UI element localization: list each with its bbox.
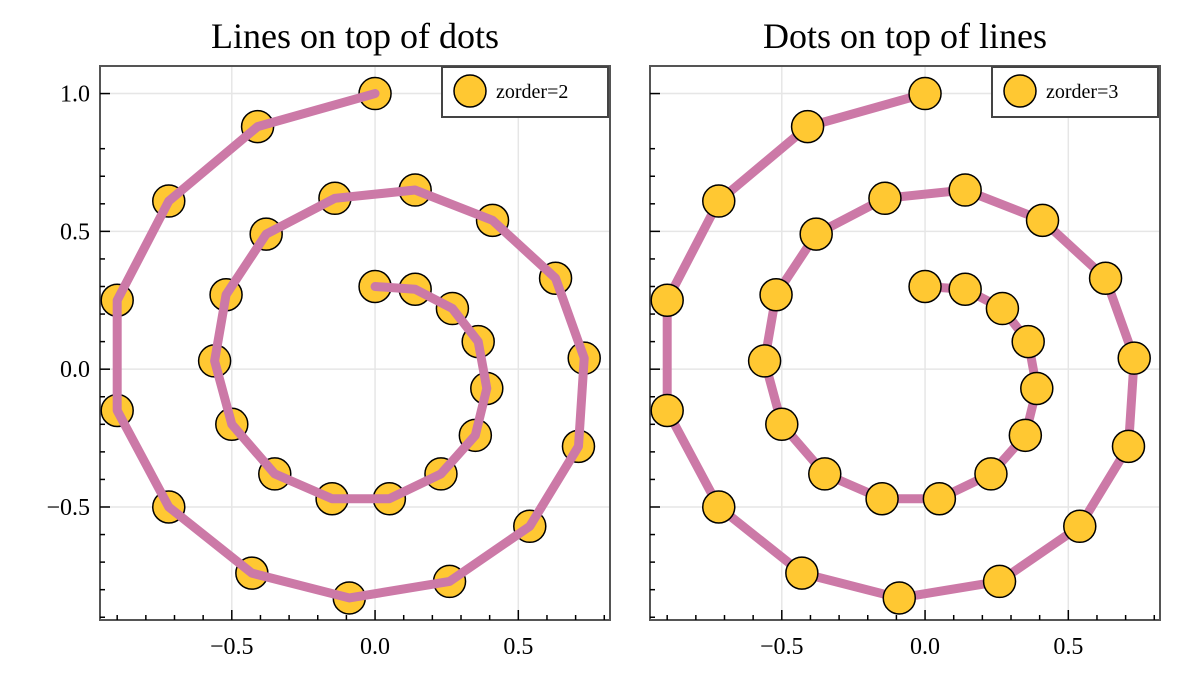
x-tick-label: 0.0 (360, 634, 390, 660)
x-tick-label: 0.5 (1053, 634, 1083, 660)
data-point (985, 291, 1020, 326)
y-tick-label: 0.0 (60, 357, 90, 383)
data-point (908, 76, 942, 111)
subplot-left: Lines on top of dots −0.5 0.0 0.5 1.0 0.5 0.0… (46, 16, 611, 660)
data-point (1117, 341, 1151, 375)
axes-frame (99, 65, 611, 621)
subplot-title: Dots on top of lines (763, 16, 1047, 56)
data-point (1008, 418, 1043, 453)
legend-label: zorder=3 (1046, 81, 1118, 103)
data-point (702, 490, 736, 524)
axes-frame (649, 65, 1161, 621)
data-point (1025, 203, 1060, 238)
legend: zorder=3 (991, 66, 1159, 118)
data-point (948, 173, 982, 207)
data-point (1011, 324, 1045, 359)
subplot-right: Dots on top of lines −0.5 0.0 0.5 zorder=3 (649, 16, 1161, 660)
data-point (868, 181, 902, 216)
data-point (808, 457, 842, 491)
data-point (974, 457, 1008, 491)
x-tick-label: −0.5 (760, 634, 804, 660)
data-point (747, 344, 782, 378)
y-tick-label: 0.5 (60, 219, 90, 245)
data-point (790, 109, 825, 144)
legend-label: zorder=2 (496, 81, 568, 103)
data-point (982, 564, 1017, 599)
series-line (112, 89, 589, 603)
data-point (882, 581, 917, 615)
data-point (650, 393, 684, 428)
data-point (922, 481, 957, 516)
data-point (759, 278, 793, 312)
data-point (785, 556, 819, 590)
data-point (1063, 509, 1097, 544)
y-tick-label: −0.5 (46, 495, 90, 521)
x-tick-label: −0.5 (210, 634, 254, 660)
data-point (1088, 261, 1123, 295)
data-point (908, 269, 942, 304)
x-tick-label: 0.0 (910, 634, 940, 660)
data-point (1111, 429, 1146, 464)
data-point (948, 272, 982, 307)
data-point (765, 407, 799, 442)
data-point (702, 184, 736, 218)
data-point (650, 283, 684, 318)
data-point (1020, 371, 1054, 406)
data-point (799, 217, 833, 251)
legend: zorder=2 (441, 66, 609, 118)
legend-marker (453, 74, 487, 108)
subplot-title: Lines on top of dots (211, 16, 499, 56)
data-point (865, 481, 899, 516)
x-tick-label: 0.5 (503, 634, 533, 660)
y-tick-label: 1.0 (60, 82, 90, 108)
legend-marker (1003, 74, 1037, 108)
